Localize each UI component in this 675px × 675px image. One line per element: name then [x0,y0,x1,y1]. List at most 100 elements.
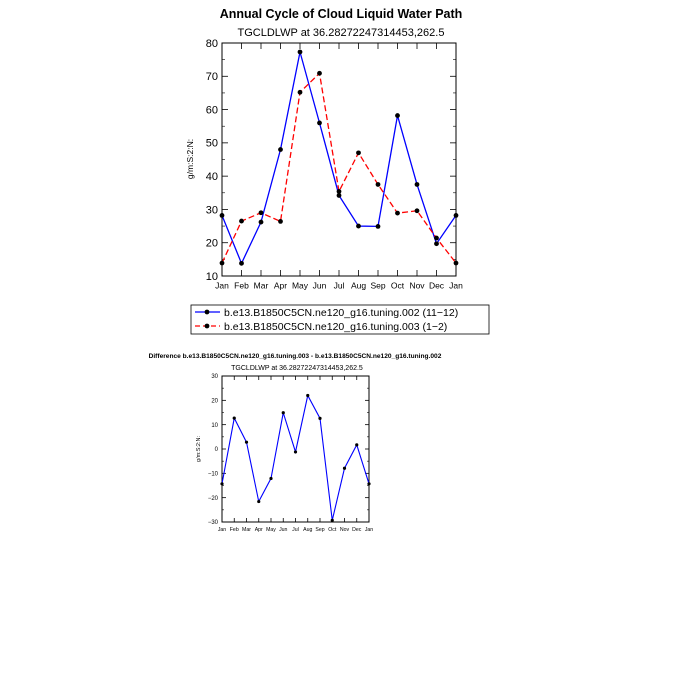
c1-series-1-point-3 [278,147,283,152]
c1-series-1-point-5 [317,120,322,126]
legend-entry-series-2: b.e13.B1850C5CN.ne120_g16.tuning.003 (1−… [195,321,447,333]
c1-ytick-label-7: 80 [206,38,218,50]
c1-xtick-label-7: Aug [351,281,366,291]
c2-ytick-label-4: 10 [211,423,218,429]
c1-ytick-label-2: 30 [206,204,218,216]
c2-series-1-point-6 [293,450,298,454]
c2-series-1-point-2 [244,440,249,444]
chart2-plot-frame [221,375,370,523]
chart1-legend: b.e13.B1850C5CN.ne120_g16.tuning.002 (11… [190,304,490,335]
c2-xtick-label-10: Nov [340,527,350,533]
c1-series-2-point-2 [258,210,264,216]
c1-xtick-label-6: Jul [334,281,345,291]
c2-ytick-label-3: 0 [215,447,219,453]
c2-xtick-label-11: Dec [352,527,362,533]
c2-xtick-label-0: Jan [218,527,226,533]
c1-series-1-point-2 [258,219,264,225]
c1-series-2-point-7 [356,150,361,156]
c1-series-2-point-0 [219,260,225,266]
chart2-y-ticks: −30 −20 −10 0 10 20 30 [208,374,369,526]
chart1-plot-frame [221,42,457,277]
c1-series-2-point-3 [278,219,283,224]
c1-series-2-point-8 [375,182,381,187]
c1-series-2-point-4 [297,89,303,95]
c2-xtick-label-3: Apr [255,527,263,533]
c1-ytick-label-3: 40 [206,171,218,183]
c2-series-1-point-1 [232,416,236,420]
chart1-ylabel: g/m:S:2:N: [185,139,195,179]
c2-xtick-label-7: Aug [303,527,312,533]
legend-label-series-1: b.e13.B1850C5CN.ne120_g16.tuning.002 (11… [224,307,458,319]
c2-series-1-point-7 [306,393,310,398]
legend-entry-series-1: b.e13.B1850C5CN.ne120_g16.tuning.002 (11… [195,307,458,319]
c1-series-2-point-6 [336,189,342,194]
c1-ytick-label-1: 20 [206,238,218,250]
c2-ytick-label-5: 20 [211,398,218,404]
c1-series-2-point-12 [453,260,459,266]
c1-series-1-point-11 [434,241,439,247]
c2-xtick-label-6: Jul [292,527,299,533]
chart1-x-ticks: Jan Feb Mar Apr May Jun Jul Aug Sep Oct Nov Dec Jan [215,43,463,291]
c2-series-1-point-12 [367,482,371,486]
c2-series-1-point-5 [281,411,285,415]
c1-xtick-label-12: Jan [449,281,463,291]
c1-series-1-point-0 [219,213,225,218]
c1-series-1-point-4 [297,49,303,55]
c1-xtick-label-4: May [292,281,309,291]
c1-series-1-point-10 [414,182,420,187]
c1-ytick-label-5: 60 [206,104,218,116]
annual-cycle-chart: Annual Cycle of Cloud Liquid Water Path … [185,7,490,335]
c2-xtick-label-5: Jun [279,527,287,533]
c1-series-1-point-8 [375,224,381,229]
c2-ytick-label-6: 30 [211,374,218,380]
c1-series-2-point-10 [414,208,420,214]
chart2-x-ticks: Jan Feb Mar Apr May Jun Jul Aug Sep Oct Nov Dec Jan [218,376,373,533]
c2-ytick-label-0: −30 [208,520,219,526]
c2-series-1-point-0 [220,482,224,486]
c1-series-line-1 [221,51,457,265]
c2-ytick-label-1: −20 [208,496,219,502]
c1-series-line-2 [221,71,457,264]
legend-marker-series-2 [204,323,210,329]
legend-label-series-2: b.e13.B1850C5CN.ne120_g16.tuning.003 (1−… [224,321,447,333]
chart2-title: Difference b.e13.B1850C5CN.ne120_g16.tun… [149,353,442,360]
c1-xtick-label-8: Sep [370,281,385,291]
chart1-subtitle: TGCLDLWP at 36.28272247314453,262.5 [238,27,445,39]
difference-chart: Difference b.e13.B1850C5CN.ne120_g16.tun… [149,353,442,533]
c1-series-1-point-1 [239,260,244,266]
c2-series-line-1 [221,393,370,521]
c1-xtick-label-1: Feb [234,281,249,291]
c2-xtick-label-9: Oct [328,527,337,533]
c1-series-2-point-11 [434,235,439,241]
c2-xtick-label-8: Sep [315,527,324,533]
c2-series-1-point-3 [257,499,261,504]
c2-series-1-point-8 [318,416,322,420]
c1-xtick-label-10: Nov [409,281,425,291]
c1-ytick-label-6: 70 [206,71,218,83]
c1-series-1-point-6 [336,193,342,198]
chart2-series-layer [220,393,371,522]
c2-series-1-point-11 [355,443,359,447]
chart1-y-ticks: 10 20 30 40 50 60 70 80 [206,38,456,283]
c2-ytick-label-2: −10 [208,471,219,477]
c1-series-1-point-7 [356,223,361,229]
c1-series-1-point-12 [453,213,459,218]
c1-series-1-point-9 [395,113,400,118]
c1-ytick-label-0: 10 [206,271,218,283]
chart1-title: Annual Cycle of Cloud Liquid Water Path [220,7,463,21]
c2-xtick-label-1: Feb [230,527,239,533]
c1-ytick-label-4: 50 [206,138,218,150]
chart1-series-layer [219,49,459,266]
c1-xtick-label-11: Dec [429,281,445,291]
c1-xtick-label-5: Jun [313,281,327,291]
c2-series-1-point-10 [342,466,347,470]
c1-series-2-point-1 [239,218,244,224]
legend-marker-series-1 [204,309,210,315]
c1-xtick-label-3: Apr [274,281,287,291]
c1-xtick-label-9: Oct [391,281,405,291]
chart2-ylabel: g/m:S:2:N: [196,436,202,462]
c2-xtick-label-12: Jan [365,527,373,533]
c2-series-1-point-4 [269,476,273,481]
c1-xtick-label-0: Jan [215,281,229,291]
